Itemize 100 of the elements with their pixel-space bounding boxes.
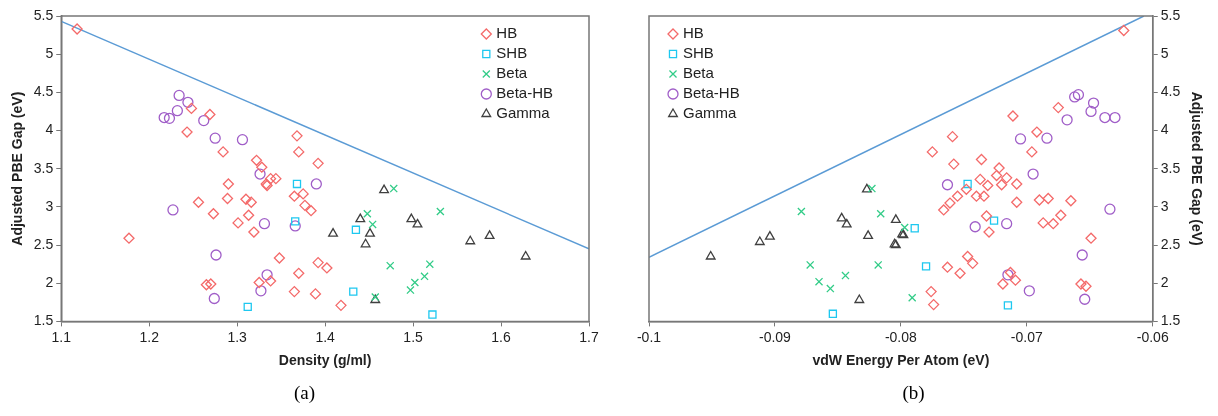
legend-label: Beta-HB bbox=[683, 84, 740, 102]
point bbox=[1052, 101, 1064, 114]
point bbox=[963, 179, 972, 189]
point bbox=[1011, 196, 1023, 208]
point bbox=[355, 213, 366, 223]
legend-label: SHB bbox=[496, 44, 528, 62]
point bbox=[292, 179, 302, 189]
point bbox=[242, 209, 255, 221]
point bbox=[207, 208, 220, 220]
point bbox=[236, 134, 249, 146]
point bbox=[978, 190, 990, 202]
point bbox=[990, 169, 1003, 182]
y-tick-label: 2 bbox=[45, 274, 54, 291]
point bbox=[273, 252, 286, 264]
point bbox=[995, 179, 1008, 191]
point bbox=[256, 161, 268, 173]
point bbox=[163, 112, 176, 124]
point bbox=[1009, 274, 1022, 286]
point bbox=[379, 184, 390, 194]
x-tick-label: 1.5 bbox=[403, 328, 424, 345]
point bbox=[310, 178, 322, 190]
point bbox=[983, 226, 995, 238]
point bbox=[192, 196, 205, 208]
point bbox=[944, 197, 956, 209]
point bbox=[938, 204, 950, 216]
point bbox=[797, 207, 806, 216]
x-tick-label: 1.2 bbox=[139, 328, 160, 345]
point bbox=[1027, 168, 1039, 180]
point bbox=[254, 168, 266, 180]
point bbox=[198, 114, 210, 127]
point bbox=[71, 23, 83, 35]
point bbox=[1080, 280, 1092, 292]
point bbox=[288, 190, 300, 202]
point bbox=[1031, 126, 1043, 138]
point bbox=[948, 158, 960, 170]
point bbox=[258, 218, 271, 230]
point bbox=[941, 261, 954, 273]
y-tick-label: 3 bbox=[45, 197, 54, 214]
point bbox=[312, 256, 324, 269]
x-tick-label: 1.1 bbox=[51, 328, 72, 345]
point bbox=[520, 250, 531, 260]
point bbox=[814, 277, 824, 286]
point bbox=[484, 230, 495, 240]
point bbox=[123, 232, 135, 244]
x-tick-label: 1.3 bbox=[227, 328, 248, 345]
x-tick-label: 1.6 bbox=[491, 328, 511, 345]
point bbox=[240, 193, 252, 205]
point bbox=[309, 288, 322, 300]
point bbox=[854, 294, 865, 304]
point bbox=[222, 178, 235, 190]
point bbox=[1011, 178, 1023, 190]
point bbox=[900, 223, 909, 232]
point bbox=[961, 250, 974, 263]
y-tick-label: 2.5 bbox=[33, 235, 54, 252]
point bbox=[217, 146, 229, 158]
point bbox=[335, 299, 347, 312]
point bbox=[243, 302, 252, 312]
point bbox=[297, 188, 309, 200]
point bbox=[204, 108, 216, 121]
legend-label: Beta bbox=[683, 64, 715, 82]
point bbox=[841, 218, 852, 228]
point bbox=[248, 226, 260, 238]
point bbox=[465, 235, 476, 245]
point bbox=[1109, 111, 1121, 124]
y-axis-title: Adjusted PBE Gap (eV) bbox=[9, 91, 26, 246]
point bbox=[264, 275, 277, 287]
point bbox=[210, 249, 222, 261]
point bbox=[1055, 209, 1067, 221]
legend-label: Gamma bbox=[683, 104, 737, 122]
y-tick-label: 1.5 bbox=[33, 312, 54, 329]
point bbox=[428, 310, 437, 319]
point bbox=[270, 172, 282, 185]
y-tick-label: 4 bbox=[45, 121, 54, 138]
point bbox=[980, 210, 993, 222]
point bbox=[764, 231, 775, 240]
point bbox=[863, 230, 874, 240]
point bbox=[245, 196, 257, 208]
point bbox=[253, 276, 265, 289]
point bbox=[1079, 293, 1091, 305]
x-tick-label: -0.07 bbox=[1010, 328, 1043, 345]
point bbox=[951, 190, 964, 202]
point bbox=[289, 220, 301, 232]
point bbox=[255, 285, 267, 297]
point bbox=[705, 250, 716, 260]
point bbox=[221, 192, 234, 205]
point bbox=[1037, 217, 1049, 229]
point bbox=[406, 285, 415, 295]
y2-tick-label: 1.5 bbox=[1160, 312, 1181, 329]
point bbox=[368, 220, 377, 229]
point bbox=[200, 279, 213, 291]
legend-label: Beta-HB bbox=[496, 84, 554, 102]
point bbox=[960, 183, 973, 195]
x-axis-title: vdW Energy Per Atom (eV) bbox=[812, 352, 990, 369]
point bbox=[1003, 301, 1013, 310]
point bbox=[1001, 172, 1013, 184]
point bbox=[1041, 132, 1053, 144]
point bbox=[312, 157, 324, 170]
point bbox=[1076, 249, 1088, 261]
point bbox=[828, 309, 838, 318]
y2-tick-label: 2.5 bbox=[1160, 235, 1181, 252]
